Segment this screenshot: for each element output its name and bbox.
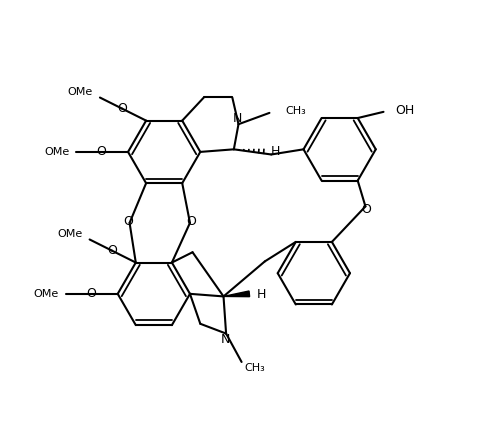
Text: O: O — [86, 287, 96, 300]
Text: H: H — [271, 145, 281, 159]
Text: CH₃: CH₃ — [285, 106, 306, 116]
Polygon shape — [224, 291, 250, 297]
Text: O: O — [107, 244, 117, 257]
Text: CH₃: CH₃ — [244, 363, 265, 373]
Text: O: O — [361, 203, 371, 216]
Text: O: O — [186, 215, 196, 228]
Text: H: H — [257, 288, 266, 301]
Text: N: N — [233, 112, 242, 125]
Text: OMe: OMe — [67, 87, 93, 97]
Text: OMe: OMe — [57, 230, 82, 239]
Text: OH: OH — [395, 104, 414, 117]
Text: OMe: OMe — [33, 289, 59, 299]
Text: O: O — [96, 145, 106, 159]
Text: OMe: OMe — [44, 147, 69, 157]
Text: O: O — [117, 102, 127, 115]
Text: O: O — [124, 215, 133, 228]
Text: N: N — [220, 333, 230, 346]
